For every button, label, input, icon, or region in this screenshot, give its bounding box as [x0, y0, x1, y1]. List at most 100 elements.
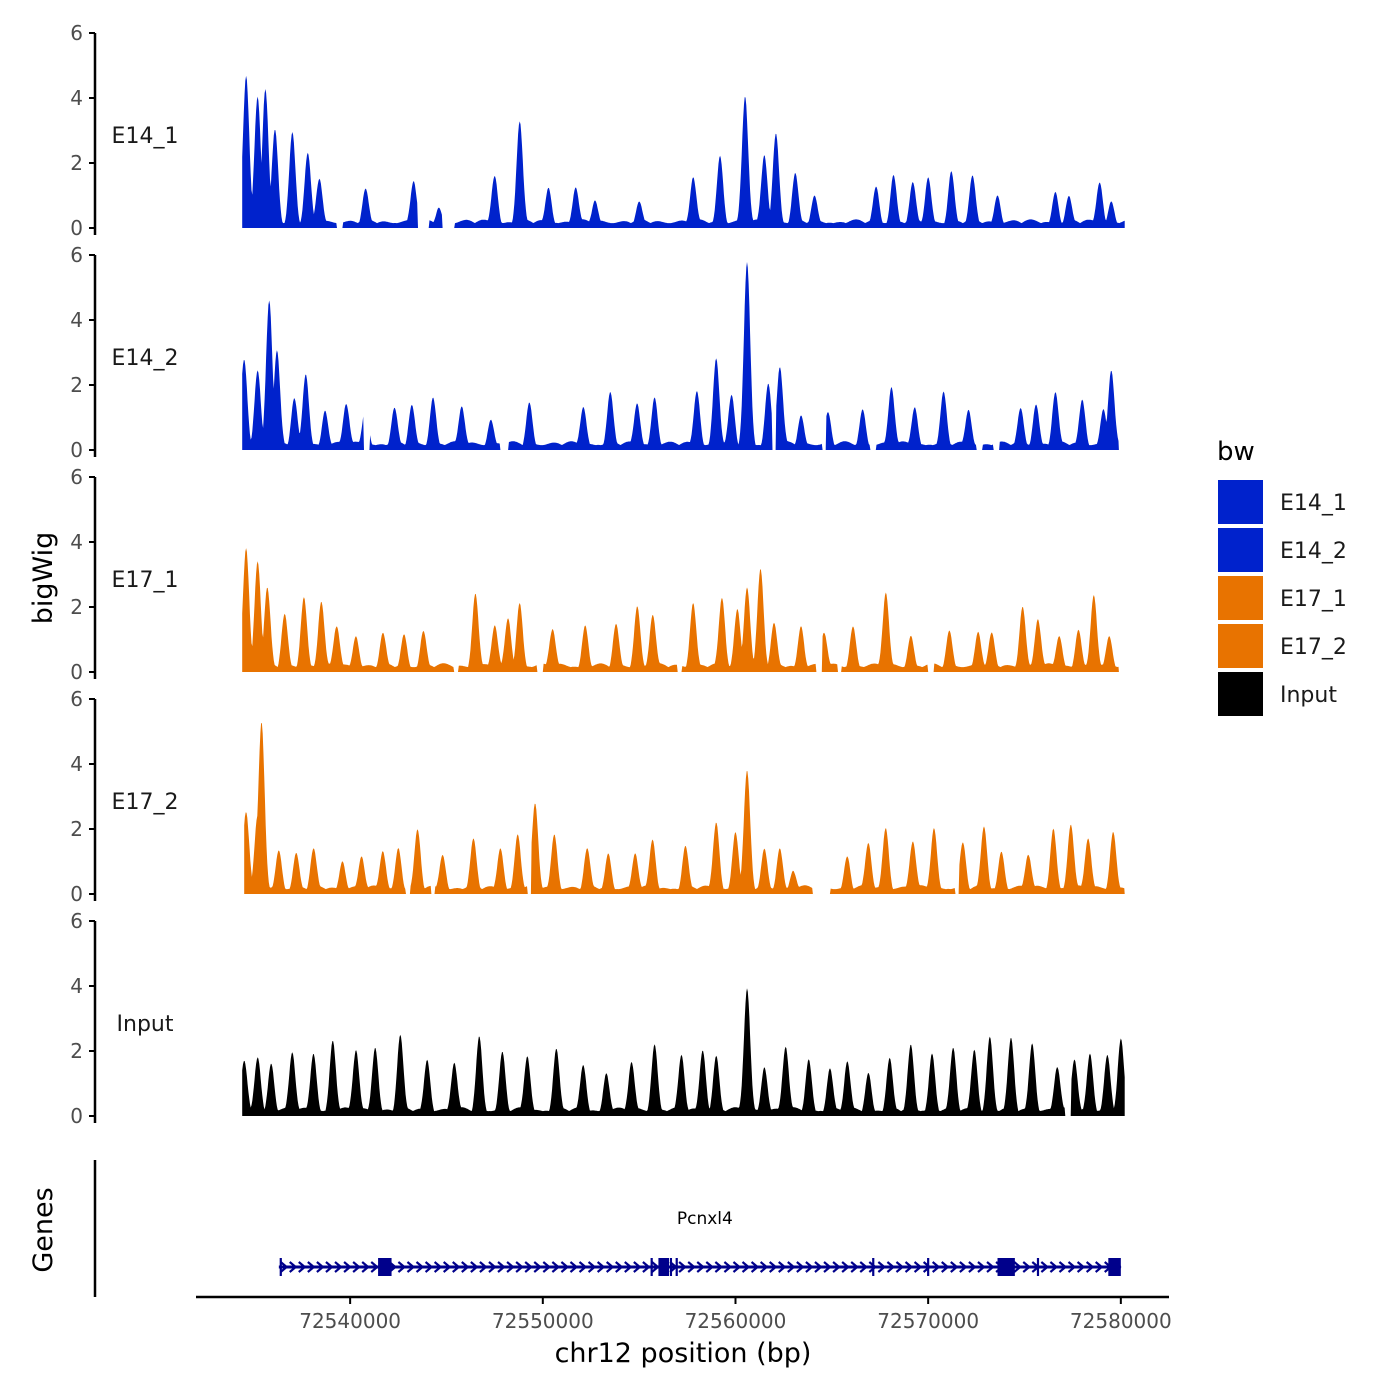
signal-area-E14_1	[242, 75, 1125, 229]
strand-arrow	[877, 1261, 887, 1273]
strand-arrow	[696, 1261, 705, 1273]
strand-arrow	[1076, 1261, 1086, 1273]
strand-arrow	[968, 1261, 977, 1273]
strand-arrow	[642, 1261, 651, 1273]
strand-arrow	[433, 1261, 443, 1273]
strand-arrow	[515, 1261, 524, 1273]
strand-arrow	[452, 1261, 461, 1273]
strand-arrow	[796, 1261, 805, 1273]
genes-panel: Pcnxl4	[93, 1160, 1122, 1297]
strand-arrow	[1049, 1261, 1059, 1273]
strand-arrow	[705, 1261, 714, 1273]
strand-arrow	[406, 1261, 416, 1273]
y-tick-label: 0	[70, 882, 83, 906]
strand-arrow	[370, 1261, 379, 1273]
signal-area-Input	[242, 988, 1125, 1116]
legend-label: E14_2	[1280, 539, 1347, 564]
strand-arrow	[397, 1261, 407, 1273]
strand-arrow	[832, 1261, 841, 1273]
legend-label: E17_1	[1280, 587, 1347, 612]
y-tick-label: 2	[70, 1039, 83, 1063]
track-label: E14_2	[112, 346, 179, 371]
track-label: Input	[117, 1012, 174, 1037]
strand-arrow	[325, 1261, 334, 1273]
legend-swatch-E17_2	[1218, 624, 1263, 668]
legend-title: bw	[1217, 437, 1255, 467]
strand-arrow	[615, 1261, 624, 1273]
strand-arrow	[560, 1261, 570, 1273]
strand-arrow	[732, 1261, 742, 1273]
strand-arrow	[289, 1261, 298, 1273]
strand-arrow	[316, 1261, 325, 1273]
strand-arrow	[904, 1261, 914, 1273]
y-tick-label: 2	[70, 151, 83, 175]
strand-arrow	[959, 1261, 968, 1273]
strand-arrow	[977, 1261, 986, 1273]
strand-arrow	[787, 1261, 796, 1273]
y-tick-label: 6	[70, 687, 83, 711]
strand-arrow	[805, 1261, 814, 1273]
legend-label: Input	[1280, 683, 1337, 708]
strand-arrow	[895, 1261, 905, 1273]
strand-arrow	[533, 1261, 542, 1273]
x-axis-title: chr12 position (bp)	[555, 1338, 812, 1369]
y-tick-label: 4	[70, 86, 83, 110]
strand-arrow	[361, 1261, 370, 1273]
track-label: E17_2	[112, 790, 179, 815]
legend-label: E14_1	[1280, 491, 1347, 516]
strand-arrow	[868, 1261, 878, 1273]
track-E14_2: 0 2 4 6 E14_2	[70, 243, 1119, 462]
strand-arrow	[741, 1261, 751, 1273]
track-E17_2: 0 2 4 6 E17_2	[70, 687, 1125, 906]
exon	[378, 1258, 392, 1276]
legend-swatch-E14_1	[1218, 480, 1263, 524]
strand-arrow	[524, 1261, 533, 1273]
y-tick-label: 6	[70, 243, 83, 267]
y-tick-label: 0	[70, 660, 83, 684]
track-Input: 0 2 4 6 Input	[70, 909, 1125, 1128]
strand-arrow	[678, 1261, 687, 1273]
y-tick-label: 2	[70, 595, 83, 619]
strand-arrow	[986, 1261, 995, 1273]
strand-arrow	[542, 1261, 551, 1273]
y-tick-label: 6	[70, 909, 83, 933]
strand-arrow	[442, 1261, 452, 1273]
strand-arrow	[551, 1261, 561, 1273]
strand-arrow	[950, 1261, 959, 1273]
strand-arrow	[814, 1261, 823, 1273]
legend-swatch-E17_1	[1218, 576, 1263, 620]
y-tick-label: 6	[70, 465, 83, 489]
strand-arrow	[470, 1261, 479, 1273]
y-tick-label: 0	[70, 438, 83, 462]
strand-arrow	[1013, 1261, 1022, 1273]
strand-arrow	[941, 1261, 950, 1273]
strand-arrow	[931, 1261, 941, 1273]
strand-arrow	[298, 1261, 307, 1273]
strand-arrow	[497, 1261, 506, 1273]
y-tick-label: 2	[70, 373, 83, 397]
y-tick-label: 0	[70, 216, 83, 240]
strand-arrow	[279, 1261, 289, 1273]
strand-arrow	[1022, 1261, 1031, 1273]
x-tick-label: 72570000	[877, 1309, 979, 1333]
strand-arrow	[578, 1261, 588, 1273]
x-tick-label: 72540000	[299, 1309, 401, 1333]
strand-arrow	[1094, 1261, 1104, 1273]
strand-arrow	[714, 1261, 724, 1273]
exon	[658, 1258, 670, 1276]
y-tick-label: 4	[70, 974, 83, 998]
strand-arrow	[778, 1261, 787, 1273]
strand-arrow	[506, 1261, 515, 1273]
strand-arrow	[415, 1261, 425, 1273]
strand-arrow	[750, 1261, 760, 1273]
strand-arrow	[461, 1261, 470, 1273]
strand-arrow	[859, 1261, 868, 1273]
strand-arrow	[352, 1261, 361, 1273]
y-tick-label: 4	[70, 752, 83, 776]
legend: bw E14_1 E14_2 E17_1 E17_2 Input	[1217, 437, 1347, 716]
signal-area-E17_1	[242, 548, 1119, 672]
strand-arrow	[633, 1261, 642, 1273]
x-tick-label: 72550000	[492, 1309, 594, 1333]
strand-arrow	[723, 1261, 733, 1273]
